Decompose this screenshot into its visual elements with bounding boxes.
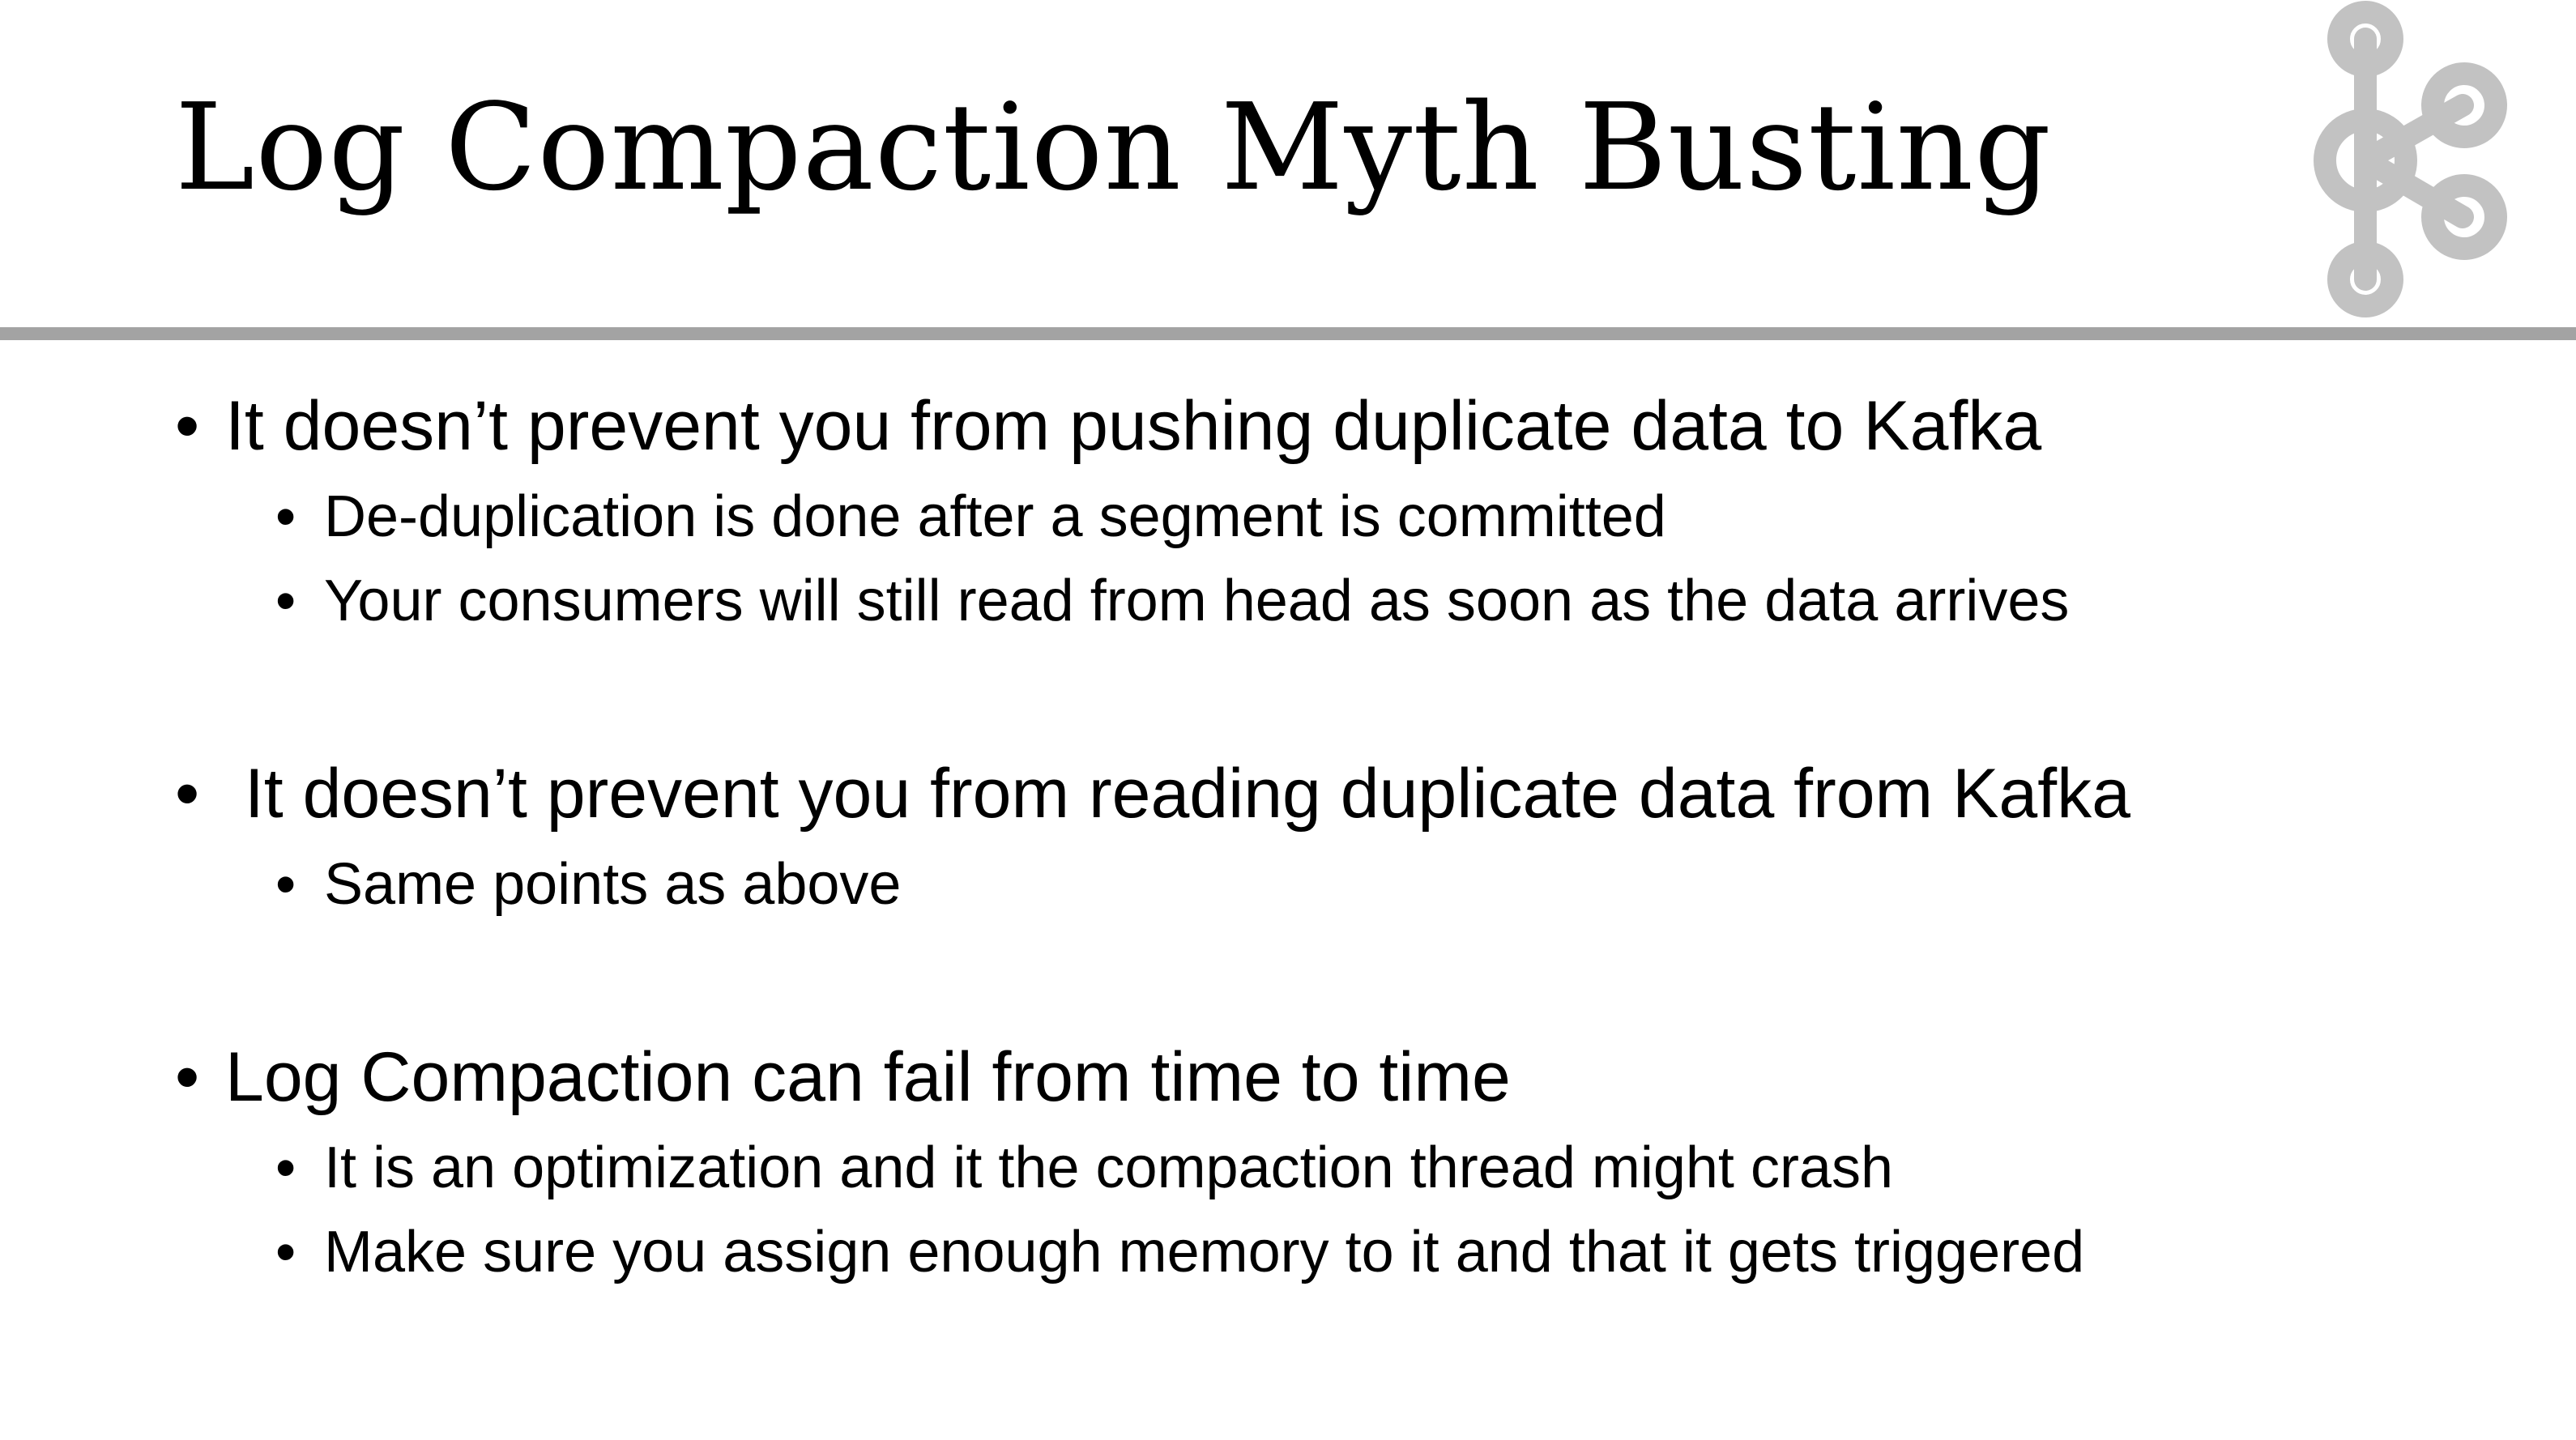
bullet-text: It doesn’t prevent you from pushing dupl… (225, 387, 2042, 465)
bullet-marker: • (175, 1038, 200, 1116)
sub-bullet-item: • Your consumers will still read from he… (175, 559, 2492, 643)
sub-bullet-text: Same points as above (324, 852, 902, 917)
sub-bullet-text: It is an optimization and it the compact… (324, 1135, 1894, 1200)
sub-bullet-item: • De-duplication is done after a segment… (175, 475, 2492, 559)
spacer (175, 927, 2492, 1029)
sub-bullet-item: • It is an optimization and it the compa… (175, 1126, 2492, 1210)
sub-bullet-text: De-duplication is done after a segment i… (324, 484, 1666, 549)
bullet-marker: • (175, 387, 200, 465)
sub-bullet-marker: • (275, 1220, 296, 1284)
bullet-item: • It doesn’t prevent you from reading du… (175, 745, 2492, 842)
sub-bullet-marker: • (275, 484, 296, 549)
sub-bullet-item: • Make sure you assign enough memory to … (175, 1210, 2492, 1294)
kafka-logo-icon (2314, 1, 2507, 317)
sub-bullet-marker: • (275, 1135, 296, 1200)
bullet-marker: • (175, 755, 200, 833)
bullet-item: • It doesn’t prevent you from pushing du… (175, 377, 2492, 475)
sub-bullet-item: • Same points as above (175, 842, 2492, 927)
bullet-item: • Log Compaction can fail from time to t… (175, 1029, 2492, 1126)
sub-bullet-text: Your consumers will still read from head… (324, 569, 2070, 633)
bullet-text: It doesn’t prevent you from reading dupl… (225, 755, 2130, 833)
bullet-list: • It doesn’t prevent you from pushing du… (175, 377, 2492, 1294)
slide-title: Log Compaction Myth Busting (175, 78, 2052, 217)
spacer (175, 643, 2492, 745)
sub-bullet-text: Make sure you assign enough memory to it… (324, 1220, 2085, 1284)
title-divider (0, 327, 2576, 340)
sub-bullet-marker: • (275, 852, 296, 917)
bullet-text: Log Compaction can fail from time to tim… (225, 1038, 1511, 1116)
sub-bullet-marker: • (275, 569, 296, 633)
